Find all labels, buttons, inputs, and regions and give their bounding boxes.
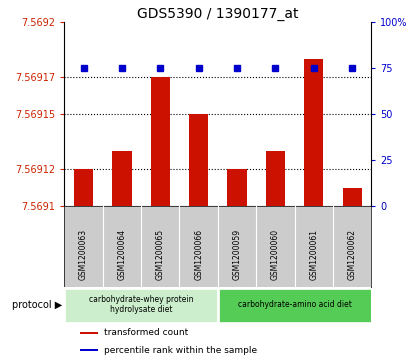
- Title: GDS5390 / 1390177_at: GDS5390 / 1390177_at: [137, 7, 299, 21]
- Text: GSM1200064: GSM1200064: [117, 229, 127, 280]
- Text: carbohydrate-amino acid diet: carbohydrate-amino acid diet: [238, 300, 352, 309]
- Bar: [65, 289, 217, 322]
- Text: percentile rank within the sample: percentile rank within the sample: [104, 346, 257, 355]
- Text: transformed count: transformed count: [104, 329, 188, 338]
- Bar: [304, 59, 323, 206]
- Text: GSM1200059: GSM1200059: [232, 229, 242, 280]
- Text: carbohydrate-whey protein
hydrolysate diet: carbohydrate-whey protein hydrolysate di…: [89, 295, 193, 314]
- Text: GSM1200060: GSM1200060: [271, 229, 280, 280]
- Text: GSM1200066: GSM1200066: [194, 229, 203, 280]
- Bar: [151, 77, 170, 206]
- Bar: [189, 114, 208, 206]
- Text: protocol ▶: protocol ▶: [12, 299, 62, 310]
- Text: GSM1200065: GSM1200065: [156, 229, 165, 280]
- Text: GSM1200061: GSM1200061: [309, 229, 318, 280]
- Text: GSM1200063: GSM1200063: [79, 229, 88, 280]
- Bar: [80, 349, 98, 351]
- Bar: [219, 289, 371, 322]
- Bar: [80, 332, 98, 334]
- Bar: [227, 169, 247, 206]
- Bar: [343, 188, 362, 206]
- Bar: [112, 151, 132, 206]
- Bar: [266, 151, 285, 206]
- Bar: [74, 169, 93, 206]
- Text: GSM1200062: GSM1200062: [348, 229, 357, 280]
